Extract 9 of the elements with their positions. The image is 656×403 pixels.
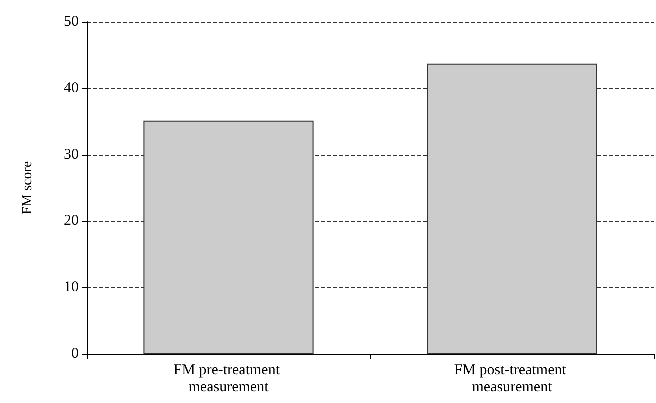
y-tick-label: 20 — [64, 213, 79, 230]
x-tick-label: FM post-treatment measurement — [454, 362, 570, 396]
y-tick-label: 40 — [64, 80, 79, 96]
y-tick-label: 0 — [72, 346, 79, 362]
y-tick-label: 10 — [64, 280, 79, 296]
y-tick-label: 50 — [64, 14, 79, 30]
x-tick-label: FM pre-treatment measurement — [174, 362, 284, 396]
y-axis-title: FM score — [20, 161, 36, 215]
y-tick-label: 30 — [64, 146, 79, 163]
